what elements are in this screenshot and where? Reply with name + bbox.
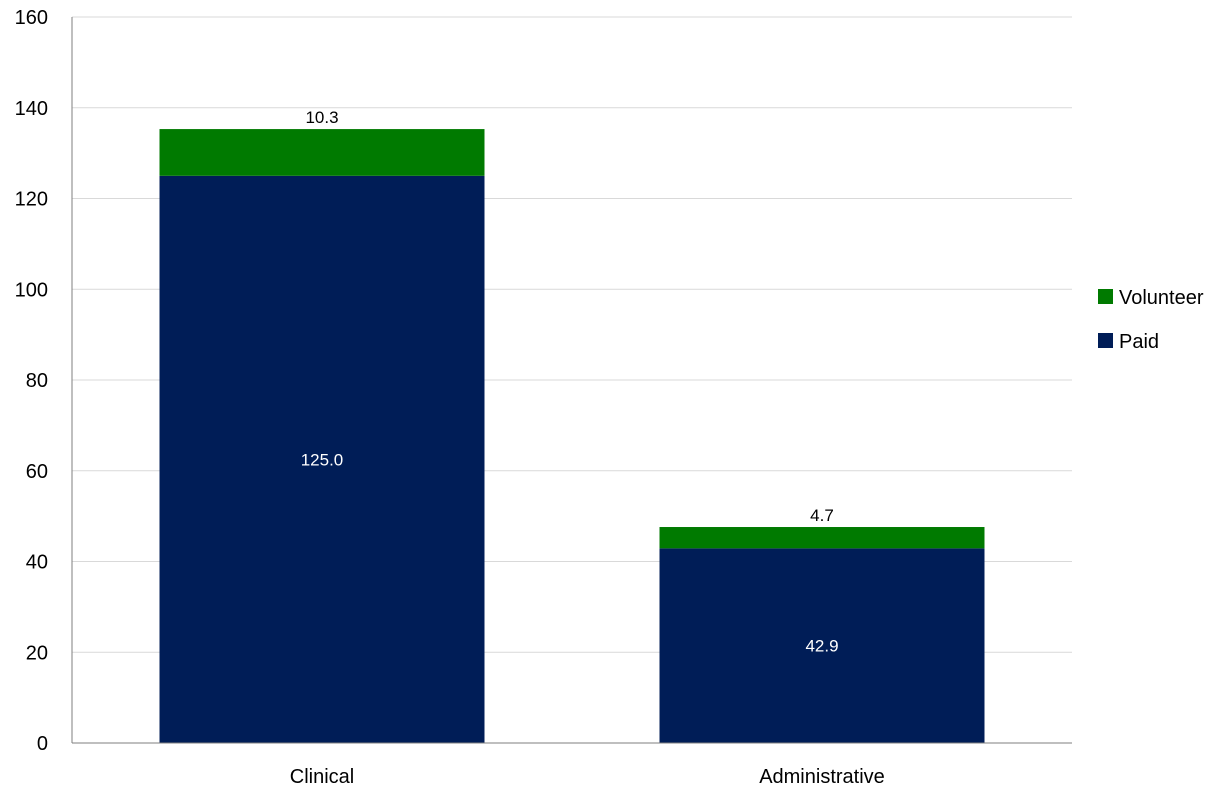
x-tick-label: Administrative [759,766,885,788]
y-tick-label: 80 [26,370,48,392]
y-tick-label: 120 [15,189,48,211]
y-tick-label: 160 [15,7,48,29]
data-label-paid-administrative: 42.9 [805,637,838,656]
data-labels: 125.0 10.3 42.9 4.7 [301,108,839,656]
legend-label-paid: Paid [1119,331,1159,353]
y-tick-label: 100 [15,279,48,301]
y-tick-label: 40 [26,552,48,574]
data-label-volunteer-administrative: 4.7 [810,506,834,525]
legend-swatch-volunteer [1098,289,1113,304]
bar-volunteer-administrative [659,527,985,549]
data-label-volunteer-clinical: 10.3 [305,108,338,127]
axes: 0 20 40 60 80 100 120 140 160 Clinical Administrat… [15,7,1072,788]
x-tick-label: Clinical [290,766,354,788]
legend: Volunteer Paid [1098,287,1204,353]
y-tick-label: 60 [26,461,48,483]
data-label-paid-clinical: 125.0 [301,450,344,469]
bar-paid-administrative [659,548,985,743]
y-tick-label: 20 [26,642,48,664]
bars [159,129,985,743]
bar-paid-clinical [159,175,485,743]
bar-volunteer-clinical [159,129,485,176]
y-tick-label: 140 [15,98,48,120]
legend-swatch-paid [1098,333,1113,348]
y-tick-label: 0 [37,733,48,755]
legend-label-volunteer: Volunteer [1119,287,1204,309]
